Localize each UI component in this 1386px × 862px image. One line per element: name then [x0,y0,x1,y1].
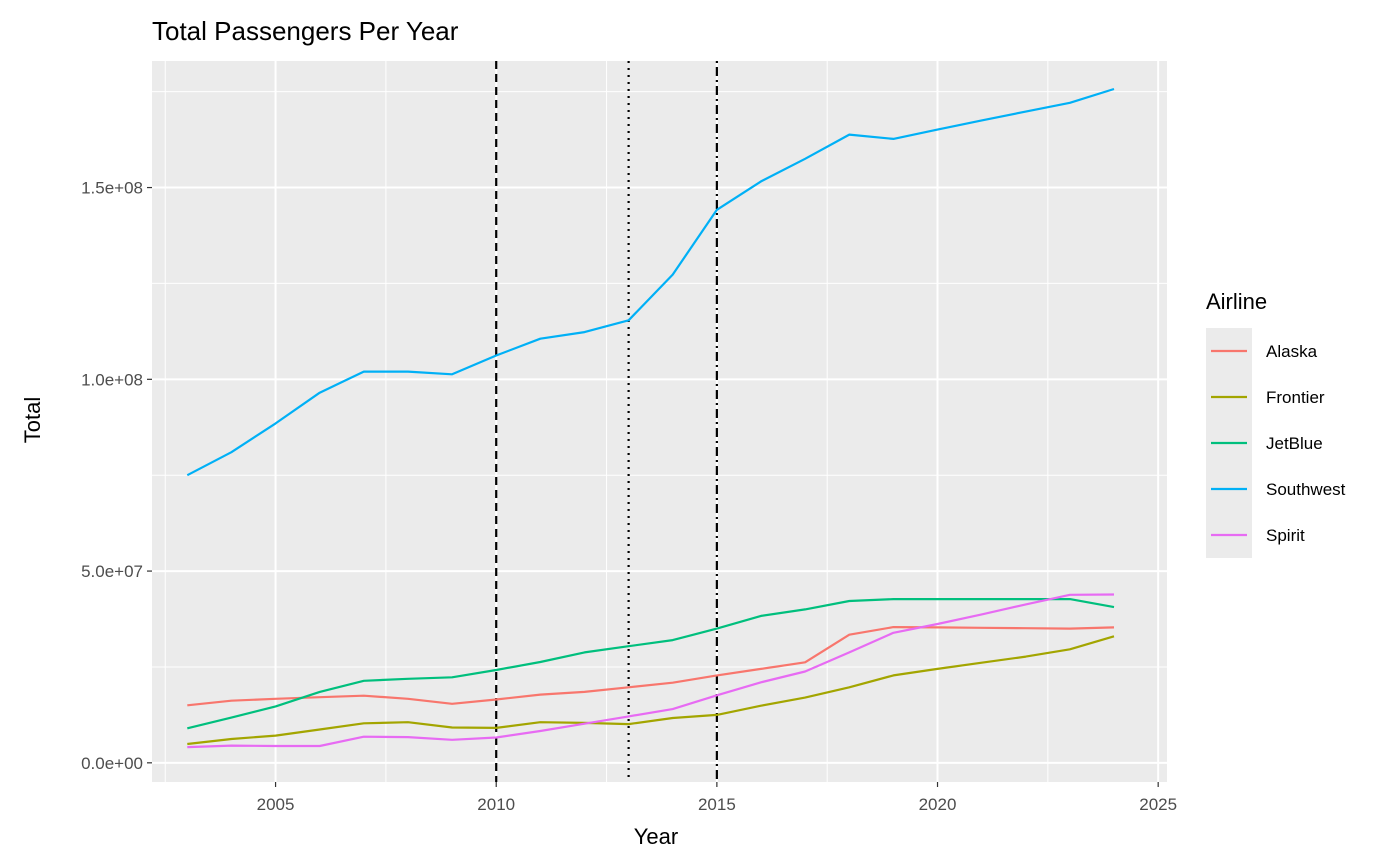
y-tick-label: 1.5e+08 [81,179,143,198]
series-line-alaska [187,625,1115,707]
plot-panel [152,61,1167,782]
series-line-spirit [187,593,1115,749]
series-line-frontier [187,635,1115,746]
x-axis: 2005 2010 2015 2020 2025 [257,782,1177,814]
reference-lines [495,61,718,782]
legend-items: Alaska Frontier JetBlue Southwest Spirit [1211,342,1346,545]
legend-label-frontier: Frontier [1266,388,1325,407]
x-tick-label: 2010 [477,795,515,814]
x-axis-title: Year [634,824,678,849]
series-lines [186,87,1115,749]
legend-label-jetblue: JetBlue [1266,434,1323,453]
y-axis-title: Total [20,397,45,443]
x-tick-label: 2005 [257,795,295,814]
legend-label-southwest: Southwest [1266,480,1346,499]
x-tick-label: 2025 [1139,795,1177,814]
legend-title: Airline [1206,289,1267,314]
y-tick-label: 1.0e+08 [81,370,143,389]
y-axis: 0.0e+00 5.0e+07 1.0e+08 1.5e+08 [81,179,152,773]
chart-title: Total Passengers Per Year [152,16,459,46]
minor-gridlines [152,61,1167,782]
x-tick-label: 2020 [919,795,957,814]
legend: Airline Alaska Frontier JetBlue Southwest Sp… [1206,289,1346,558]
series-line-jetblue [187,597,1115,730]
series-line-southwest [186,87,1115,477]
y-tick-label: 0.0e+00 [81,754,143,773]
legend-label-alaska: Alaska [1266,342,1318,361]
x-tick-label: 2015 [698,795,736,814]
y-tick-label: 5.0e+07 [81,562,143,581]
legend-label-spirit: Spirit [1266,526,1305,545]
